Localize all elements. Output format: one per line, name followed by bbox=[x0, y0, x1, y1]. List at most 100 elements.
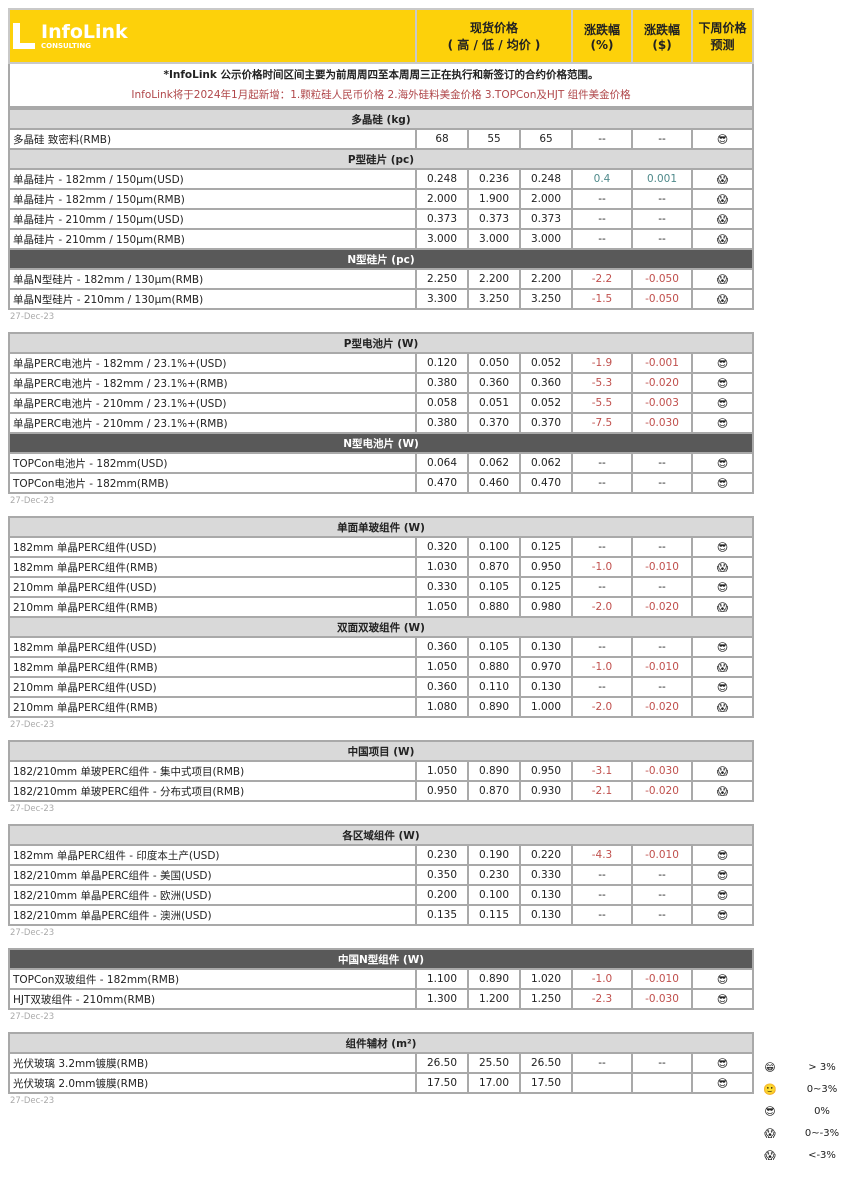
price-avg: 1.020 bbox=[519, 968, 573, 990]
price-low: 0.890 bbox=[467, 760, 521, 782]
product-name: 182mm 单晶PERC组件 - 印度本土产(USD) bbox=[8, 844, 417, 866]
forecast-cell: 😎 bbox=[690, 844, 755, 866]
scream-face-icon: 😱 bbox=[716, 560, 729, 574]
forecast-cell: 😱 bbox=[691, 228, 754, 250]
forecast-cell: 😱 bbox=[691, 188, 754, 210]
forecast-cell: 😎 bbox=[690, 452, 755, 474]
section-header: 中国N型组件 (W) bbox=[7, 948, 755, 970]
change-pct bbox=[571, 1072, 633, 1094]
change-pct: -- bbox=[571, 636, 633, 658]
price-avg: 0.330 bbox=[519, 864, 573, 886]
change-pct: -- bbox=[571, 208, 633, 230]
forecast-cell: 😱 bbox=[691, 288, 754, 310]
forecast-cell: 😎 bbox=[690, 904, 755, 926]
change-pct: -- bbox=[571, 884, 633, 906]
change-usd: -- bbox=[631, 676, 693, 698]
change-pct: -2.1 bbox=[571, 780, 633, 802]
price-high: 68 bbox=[415, 128, 469, 150]
price-low: 55 bbox=[467, 128, 521, 150]
price-high: 2.000 bbox=[415, 188, 469, 210]
change-pct: -7.5 bbox=[571, 412, 633, 434]
section-header: 单面单玻组件 (W) bbox=[7, 516, 755, 538]
price-avg: 0.373 bbox=[519, 208, 573, 230]
section-header: 各区域组件 (W) bbox=[7, 824, 755, 846]
change-usd: -- bbox=[631, 576, 693, 598]
section-title: P型电池片 (W) bbox=[7, 332, 755, 354]
change-pct: 0.4 bbox=[571, 168, 633, 190]
grin-face-icon: 😁 bbox=[764, 1060, 776, 1074]
price-low: 0.880 bbox=[467, 596, 521, 618]
section-header: 中国项目 (W) bbox=[7, 740, 755, 762]
change-usd bbox=[631, 1072, 693, 1094]
change-usd: -0.020 bbox=[631, 596, 693, 618]
change-usd: -0.030 bbox=[631, 412, 693, 434]
change-usd: -0.020 bbox=[631, 696, 693, 718]
price-low: 0.051 bbox=[467, 392, 521, 414]
legend-item: 😎 0% bbox=[760, 1100, 842, 1122]
price-avg: 0.930 bbox=[519, 780, 573, 802]
change-pct: -- bbox=[571, 904, 633, 926]
change-usd: -- bbox=[631, 884, 693, 906]
product-name: 单晶N型硅片 - 182mm / 130μm(RMB) bbox=[8, 268, 417, 290]
change-pct: -1.0 bbox=[571, 656, 633, 678]
price-avg: 2.000 bbox=[519, 188, 573, 210]
change-usd: -- bbox=[631, 636, 693, 658]
price-table-3: 中国项目 (W) 182/210mm 单玻PERC组件 - 集中式项目(RMB) 1… bbox=[7, 740, 755, 802]
price-high: 1.050 bbox=[415, 656, 469, 678]
price-high: 1.050 bbox=[415, 596, 469, 618]
section-title: N型电池片 (W) bbox=[7, 432, 755, 454]
section-title: 多晶硅 (kg) bbox=[8, 108, 754, 130]
change-usd: -0.001 bbox=[631, 352, 693, 374]
forecast-cell: 😎 bbox=[690, 988, 755, 1010]
price-avg: 0.125 bbox=[519, 576, 573, 598]
change-usd: -0.050 bbox=[631, 288, 693, 310]
price-table-0: 多晶硅 (kg) 多晶硅 致密料(RMB) 68 55 65 -- -- 😎 P型硅片 (pc)… bbox=[8, 108, 754, 310]
cool-face-icon: 😎 bbox=[716, 376, 729, 390]
product-name: 单晶硅片 - 182mm / 150μm(USD) bbox=[8, 168, 417, 190]
product-name: 210mm 单晶PERC组件(USD) bbox=[8, 576, 417, 598]
date-stamp: 27-Dec-23 bbox=[10, 1096, 55, 1106]
product-name: 多晶硅 致密料(RMB) bbox=[8, 128, 417, 150]
legend-item: 😁 > 3% bbox=[760, 1056, 842, 1078]
legend-item: 😱 0~-3% bbox=[760, 1122, 842, 1144]
product-name: TOPCon电池片 - 182mm(USD) bbox=[8, 452, 417, 474]
cool-face-icon: 😎 bbox=[716, 992, 729, 1006]
change-usd: -0.010 bbox=[631, 844, 693, 866]
scream-face-icon: 😱 bbox=[764, 1126, 776, 1140]
product-name: 182mm 单晶PERC组件(RMB) bbox=[8, 556, 417, 578]
price-high: 1.100 bbox=[415, 968, 469, 990]
price-high: 0.248 bbox=[415, 168, 469, 190]
cool-face-icon: 😎 bbox=[716, 456, 729, 470]
product-name: 210mm 单晶PERC组件(USD) bbox=[8, 676, 417, 698]
price-low: 0.373 bbox=[467, 208, 521, 230]
scream-face-icon: 😱 bbox=[716, 292, 729, 306]
forecast-cell: 😎 bbox=[690, 392, 755, 414]
price-low: 3.250 bbox=[467, 288, 521, 310]
col-forecast: 下周价格 预测 bbox=[691, 8, 755, 64]
price-avg: 0.360 bbox=[519, 372, 573, 394]
change-pct: -5.3 bbox=[571, 372, 633, 394]
price-low: 0.370 bbox=[467, 412, 521, 434]
change-pct: -- bbox=[571, 864, 633, 886]
scream-face-icon: 😱 bbox=[716, 172, 729, 186]
price-low: 3.000 bbox=[467, 228, 521, 250]
table-row: 182mm 单晶PERC组件(USD) 0.360 0.105 0.130 -- -- 😎 bbox=[8, 636, 755, 658]
price-avg: 0.248 bbox=[519, 168, 573, 190]
cool-face-icon: 😎 bbox=[716, 640, 729, 654]
legend-label: > 3% bbox=[808, 1061, 836, 1073]
table-row: 182mm 单晶PERC组件 - 印度本土产(USD) 0.230 0.190 0.2… bbox=[8, 844, 755, 866]
price-table-1: P型电池片 (W) 单晶PERC电池片 - 182mm / 23.1%+(USD)… bbox=[7, 332, 755, 494]
forecast-cell: 😱 bbox=[690, 596, 755, 618]
price-avg: 0.125 bbox=[519, 536, 573, 558]
forecast-cell: 😱 bbox=[690, 656, 755, 678]
product-name: 182mm 单晶PERC组件(USD) bbox=[8, 636, 417, 658]
section-header: N型电池片 (W) bbox=[7, 432, 755, 454]
cool-face-icon: 😎 bbox=[716, 476, 729, 490]
date-stamp: 27-Dec-23 bbox=[10, 804, 55, 814]
price-low: 0.190 bbox=[467, 844, 521, 866]
forecast-cell: 😱 bbox=[690, 780, 755, 802]
price-blocks: 多晶硅 (kg) 多晶硅 致密料(RMB) 68 55 65 -- -- 😎 P型硅片 (pc)… bbox=[7, 108, 755, 1116]
change-pct: -- bbox=[571, 228, 633, 250]
section-title: N型硅片 (pc) bbox=[8, 248, 754, 270]
price-low: 0.880 bbox=[467, 656, 521, 678]
